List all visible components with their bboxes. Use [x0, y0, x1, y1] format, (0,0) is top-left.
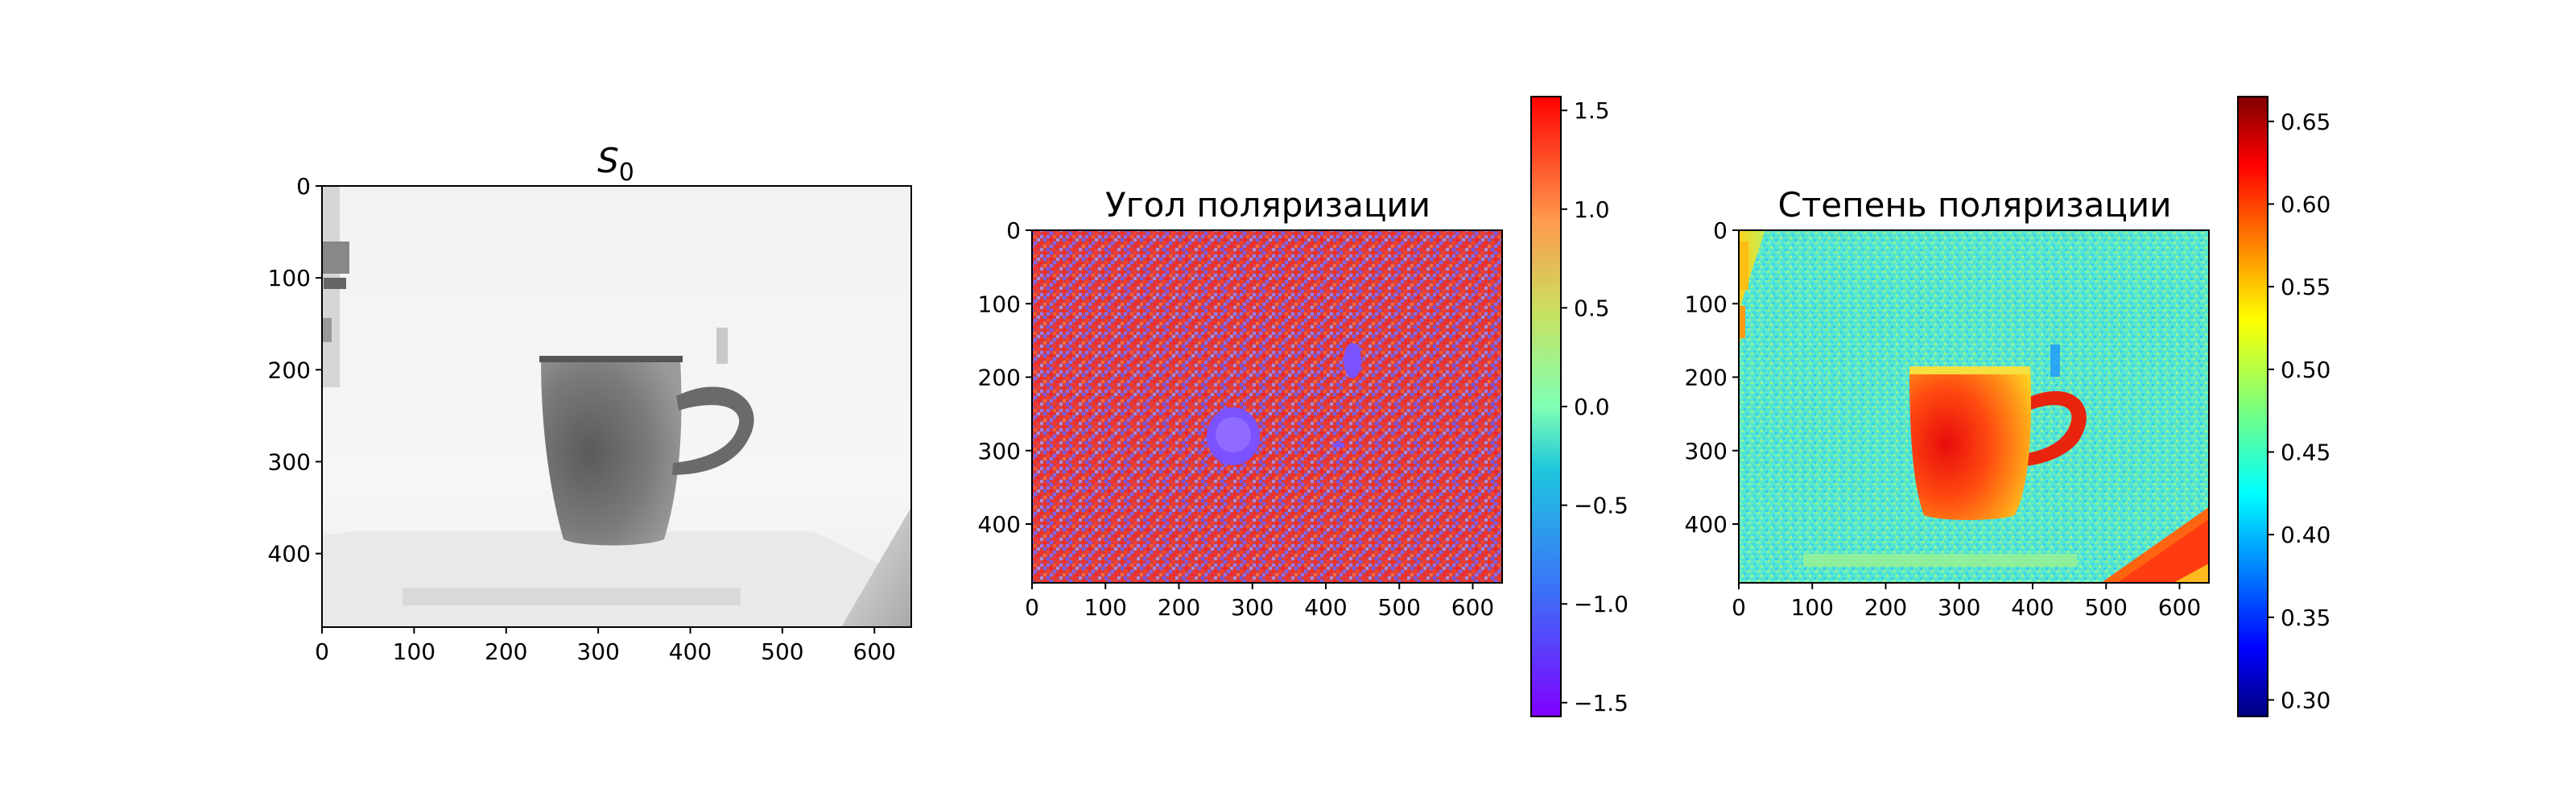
angle-xtick-label: 300 [1231, 594, 1274, 621]
angle-ytick-label: 100 [978, 291, 1021, 317]
angle-axes-frame [1031, 229, 1503, 584]
angle-ytick-label: 200 [978, 365, 1021, 391]
s0-xtick-label: 500 [761, 638, 803, 665]
s0-xtick-label: 400 [669, 638, 712, 665]
degree-ytick-label: 200 [1685, 365, 1728, 391]
degree-colorbar-ticks: 0.65 0.60 0.55 0.50 0.45 0.40 0.35 0.30 [2268, 109, 2330, 713]
s0-xtick-label: 600 [853, 638, 896, 665]
s0-image [322, 186, 911, 627]
degree-yticks: 0 100 200 300 400 [1685, 217, 1739, 538]
panel-degree-title: Степень поляризации [1778, 185, 2172, 225]
degree-colorbar-tick-label: 0.65 [2281, 109, 2330, 135]
degree-colorbar: 0.65 0.60 0.55 0.50 0.45 0.40 0.35 0.30 [2237, 96, 2330, 717]
degree-xtick-label: 100 [1791, 594, 1834, 621]
panel-angle: Угол поляризации 0 100 200 300 400 500 600 0 10… [978, 96, 1629, 717]
s0-ytick-label: 200 [268, 357, 311, 383]
s0-xtick-label: 300 [576, 638, 619, 665]
degree-xtick-label: 400 [2011, 594, 2054, 621]
degree-ytick-label: 300 [1685, 438, 1728, 464]
angle-ytick-label: 300 [978, 438, 1021, 464]
angle-colorbar-ticks: 1.5 1.0 0.5 0.0 −0.5 −1.0 −1.5 [1561, 97, 1629, 716]
degree-colorbar-tick-label: 0.55 [2281, 274, 2330, 300]
panel-s0-title: S0 [597, 141, 634, 187]
angle-yticks: 0 100 200 300 400 [978, 217, 1032, 538]
s0-xtick-label: 200 [485, 638, 527, 665]
degree-image [1739, 230, 2209, 583]
angle-colorbar-tick-label: 0.5 [1574, 295, 1610, 321]
s0-xticks: 0 100 200 300 400 500 600 [315, 627, 896, 665]
angle-xtick-label: 600 [1451, 594, 1494, 621]
angle-colorbar-tick-label: 0.0 [1574, 394, 1610, 420]
s0-yticks: 0 100 200 300 400 [268, 173, 322, 568]
s0-axes-frame [321, 185, 912, 628]
s0-xtick-label: 0 [315, 638, 329, 665]
degree-colorbar-tick-label: 0.30 [2281, 687, 2330, 713]
angle-xtick-label: 100 [1084, 594, 1127, 621]
degree-colorbar-tick-label: 0.35 [2281, 605, 2330, 631]
degree-xtick-label: 200 [1864, 594, 1907, 621]
angle-colorbar: 1.5 1.0 0.5 0.0 −0.5 −1.0 −1.5 [1530, 96, 1629, 717]
s0-ytick-label: 400 [268, 541, 311, 568]
degree-colorbar-tick-label: 0.40 [2281, 522, 2330, 548]
degree-ytick-label: 400 [1685, 511, 1728, 538]
angle-xtick-label: 0 [1025, 594, 1039, 621]
degree-axes-frame [1738, 229, 2210, 584]
angle-ytick-label: 400 [978, 511, 1021, 538]
degree-xticks: 0 100 200 300 400 500 600 [1732, 583, 2201, 621]
angle-xtick-label: 400 [1304, 594, 1347, 621]
panel-s0-title-sub: 0 [619, 159, 634, 187]
angle-ytick-label: 0 [1006, 217, 1021, 244]
s0-xtick-label: 100 [393, 638, 436, 665]
s0-ytick-label: 0 [296, 173, 311, 200]
panel-degree: Степень поляризации 0 100 200 300 400 500 600 … [1685, 96, 2330, 717]
angle-xticks: 0 100 200 300 400 500 600 [1025, 583, 1494, 621]
degree-xtick-label: 300 [1938, 594, 1980, 621]
degree-xtick-label: 500 [2085, 594, 2128, 621]
s0-ytick-label: 100 [268, 265, 311, 291]
angle-image [1032, 230, 1502, 583]
angle-colorbar-tick-label: −1.5 [1574, 690, 1629, 716]
degree-xtick-label: 0 [1732, 594, 1746, 621]
degree-colorbar-tick-label: 0.60 [2281, 191, 2330, 217]
degree-ytick-label: 100 [1685, 291, 1728, 317]
degree-xtick-label: 600 [2158, 594, 2201, 621]
angle-colorbar-tick-label: −1.0 [1574, 591, 1629, 617]
panel-angle-title: Угол поляризации [1105, 185, 1430, 225]
degree-ytick-label: 0 [1713, 217, 1728, 244]
angle-xtick-label: 500 [1378, 594, 1421, 621]
s0-ytick-label: 300 [268, 449, 311, 476]
degree-colorbar-frame [2237, 96, 2268, 717]
panel-s0-title-main: S [597, 141, 619, 180]
degree-colorbar-tick-label: 0.45 [2281, 439, 2330, 465]
degree-colorbar-tick-label: 0.50 [2281, 357, 2330, 383]
angle-xtick-label: 200 [1158, 594, 1200, 621]
angle-colorbar-tick-label: 1.5 [1574, 97, 1610, 124]
angle-colorbar-tick-label: 1.0 [1574, 196, 1610, 223]
angle-colorbar-tick-label: −0.5 [1574, 493, 1629, 519]
